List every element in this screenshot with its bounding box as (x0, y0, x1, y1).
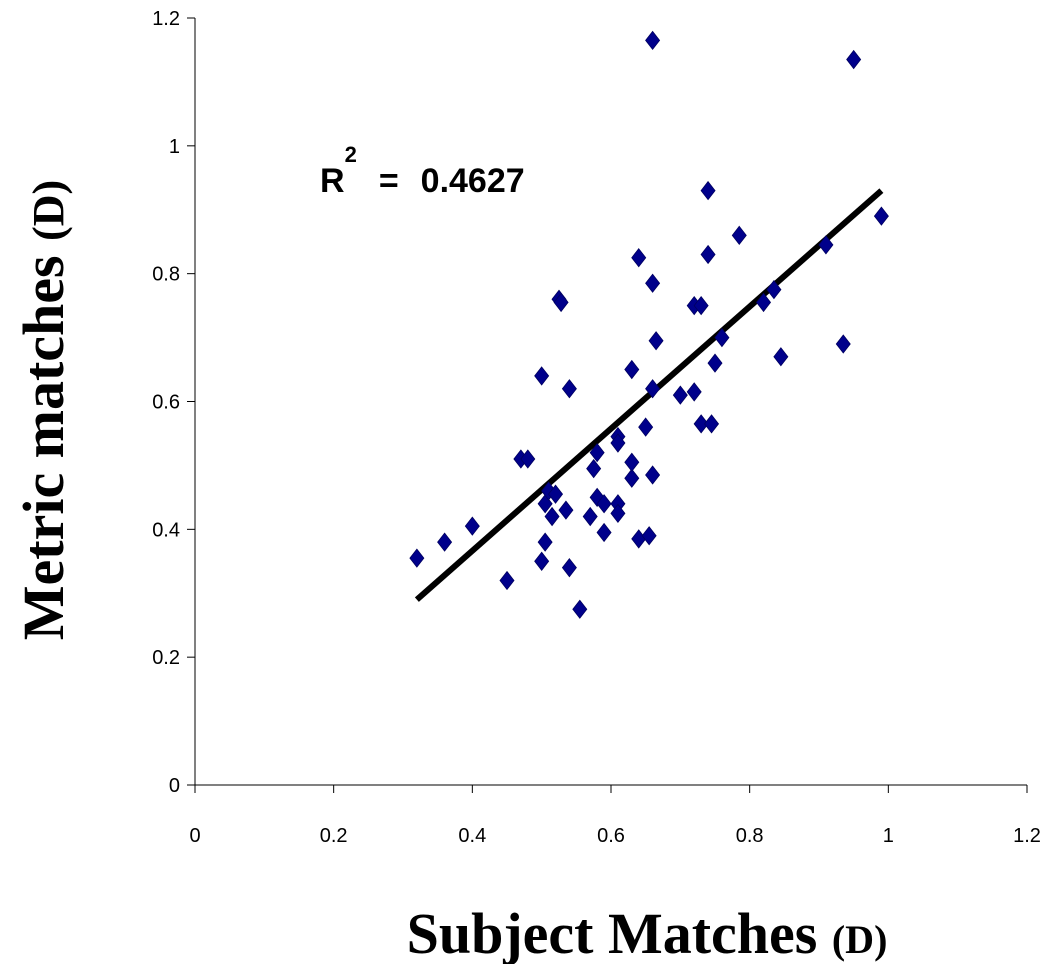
data-point (548, 484, 564, 504)
data-point (631, 529, 647, 549)
data-point (731, 225, 747, 245)
data-point (464, 516, 480, 536)
data-point (645, 465, 661, 485)
trendline (414, 188, 884, 602)
data-point (704, 414, 720, 434)
x-axis-label-unit: (D) (832, 917, 888, 962)
x-tick-label: 0.6 (597, 825, 625, 847)
r-exponent: 2 (345, 142, 357, 167)
trendline-group (414, 188, 884, 602)
data-point (437, 532, 453, 552)
data-point (409, 548, 425, 568)
data-point (624, 359, 640, 380)
x-tick-label: 0.2 (320, 825, 348, 847)
y-tick-label: 0 (169, 775, 180, 797)
data-point (773, 347, 789, 367)
y-tick-labels: 0 0.2 0.4 0.6 0.8 1 1.2 (152, 8, 180, 797)
data-point (693, 414, 709, 434)
y-tick-label: 0.8 (152, 264, 180, 286)
data-point (596, 522, 612, 543)
axes (187, 17, 1028, 793)
data-point (610, 503, 626, 524)
data-point (645, 30, 661, 51)
data-point (873, 206, 889, 226)
data-point (589, 442, 605, 463)
data-point (534, 551, 550, 571)
y-tick-label: 1.2 (152, 8, 180, 30)
data-point (561, 379, 577, 399)
data-point (835, 334, 851, 354)
x-tick-label: 0.8 (736, 825, 764, 847)
data-point (714, 327, 730, 348)
data-point (582, 506, 598, 527)
data-point (586, 458, 602, 479)
y-axis-label-unit: (D) (24, 180, 73, 241)
y-tick-label: 0.2 (152, 647, 180, 669)
y-tick-label: 0.6 (152, 392, 180, 414)
data-point (553, 292, 569, 313)
data-point (686, 382, 702, 402)
y-axis-label: Metric matches (D) (11, 180, 76, 640)
y-tick-label: 0.4 (152, 519, 180, 541)
data-point (672, 385, 688, 405)
data-point (700, 180, 716, 201)
data-point (693, 295, 709, 316)
data-point (544, 506, 560, 527)
data-point (645, 379, 661, 399)
r-letter: R (320, 162, 345, 200)
data-point (648, 331, 664, 351)
data-point (558, 500, 574, 520)
data-point (846, 49, 862, 70)
r-value: 0.4627 (421, 162, 525, 200)
data-point (818, 235, 834, 255)
y-axis-label-main: Metric matches (11, 241, 76, 640)
x-tick-label: 0 (189, 825, 200, 847)
data-point (596, 494, 612, 514)
data-point (766, 279, 782, 300)
data-point (631, 248, 647, 268)
r-equals: = (379, 162, 399, 200)
data-point (572, 599, 588, 619)
x-axis-label-main: Subject Matches (407, 901, 832, 964)
data-point (707, 353, 723, 373)
data-point (700, 244, 716, 265)
x-axis-label: Subject Matches (D) (407, 901, 888, 964)
x-tick-label: 1 (883, 825, 894, 847)
data-point (638, 417, 654, 437)
data-point (520, 449, 536, 469)
data-point (624, 468, 640, 488)
y-tick-label: 1 (169, 136, 180, 158)
data-point (610, 433, 626, 453)
data-point (561, 558, 577, 578)
r-squared-annotation: R2 = 0.4627 (320, 142, 525, 200)
data-point (641, 526, 657, 546)
x-tick-label: 1.2 (1013, 825, 1041, 847)
data-point (499, 570, 515, 591)
data-points (409, 30, 889, 619)
x-tick-label: 0.4 (458, 825, 486, 847)
data-point (624, 452, 640, 472)
x-tick-labels: 0 0.2 0.4 0.6 0.8 1 1.2 (189, 825, 1040, 847)
data-point (534, 366, 550, 386)
data-point (537, 532, 553, 552)
data-point (756, 292, 772, 313)
data-point (645, 273, 661, 293)
